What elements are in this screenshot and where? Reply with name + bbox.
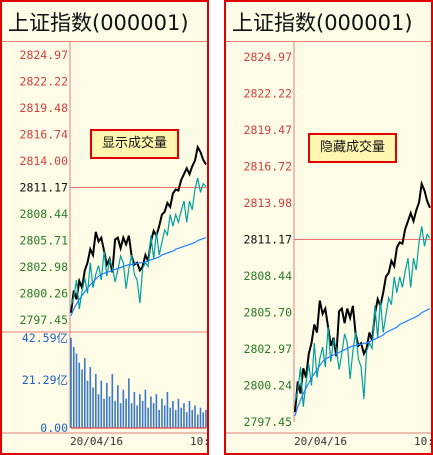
price-line [70, 144, 207, 313]
price-tick-label: 2808.44 [20, 207, 69, 221]
volume-weighted-line [70, 177, 207, 309]
average-line [294, 308, 431, 417]
price-tick-label: 2822.22 [20, 75, 68, 89]
date-label: 20/04/16 [294, 435, 347, 448]
price-tick-label: 2824.97 [244, 50, 293, 64]
price-tick-label: 2802.97 [244, 342, 293, 356]
volume-tick-label: 42.59亿 [22, 331, 68, 345]
date-label: 20/04/16 [70, 435, 123, 448]
price-tick-label: 2797.45 [20, 313, 68, 327]
volume-tick-label: 21.29亿 [22, 373, 68, 387]
volume-toggle-badge[interactable]: 显示成交量 [90, 129, 180, 159]
chart-panel-volume-shown[interactable]: 上证指数(000001) 2824.97 2822.22 2819.48 2816.7… [0, 0, 210, 455]
price-tick-label: 2797.45 [244, 415, 292, 429]
price-tick-label: 2800.26 [20, 287, 69, 301]
volume-weighted-line [294, 226, 431, 407]
time-label: 10: [190, 435, 210, 448]
chart-panel-volume-hidden[interactable]: 上证指数(000001) 2824.97 2822.22 2819.47 2816.7… [224, 0, 433, 455]
price-tick-label: 2816.72 [244, 160, 292, 174]
price-tick-label: 2805.71 [20, 234, 69, 248]
price-tick-label: 2802.98 [20, 260, 69, 274]
price-tick-label: 2805.70 [244, 306, 293, 320]
price-tick-label: 2800.24 [244, 379, 293, 393]
price-tick-label: 2808.44 [244, 269, 293, 283]
intraday-chart[interactable]: 2824.97 2822.22 2819.47 2816.72 2813.98 2811.… [226, 2, 431, 453]
price-tick-label: 2819.47 [244, 123, 293, 137]
volume-tick-label: 0.00 [40, 421, 68, 435]
panel-title: 上证指数(000001) [232, 11, 413, 35]
price-tick-label: 2814.00 [20, 154, 69, 168]
price-tick-label: 2822.22 [244, 87, 292, 101]
title-divider [226, 41, 431, 42]
intraday-chart[interactable]: 2824.97 2822.22 2819.48 2816.74 2814.00 2811.… [2, 2, 207, 453]
price-tick-label: 2824.97 [20, 48, 69, 62]
price-line [294, 180, 431, 413]
price-tick-label: 2813.98 [244, 196, 293, 210]
price-tick-label: 2811.17 [244, 233, 293, 247]
price-tick-label: 2811.17 [20, 181, 69, 195]
average-line [70, 237, 207, 316]
panel-title: 上证指数(000001) [8, 11, 189, 35]
price-tick-label: 2819.48 [20, 101, 69, 115]
time-label: 10: [414, 435, 433, 448]
title-divider [2, 41, 207, 42]
volume-toggle-badge[interactable]: 隐藏成交量 [308, 133, 398, 163]
price-tick-label: 2816.74 [20, 128, 69, 142]
